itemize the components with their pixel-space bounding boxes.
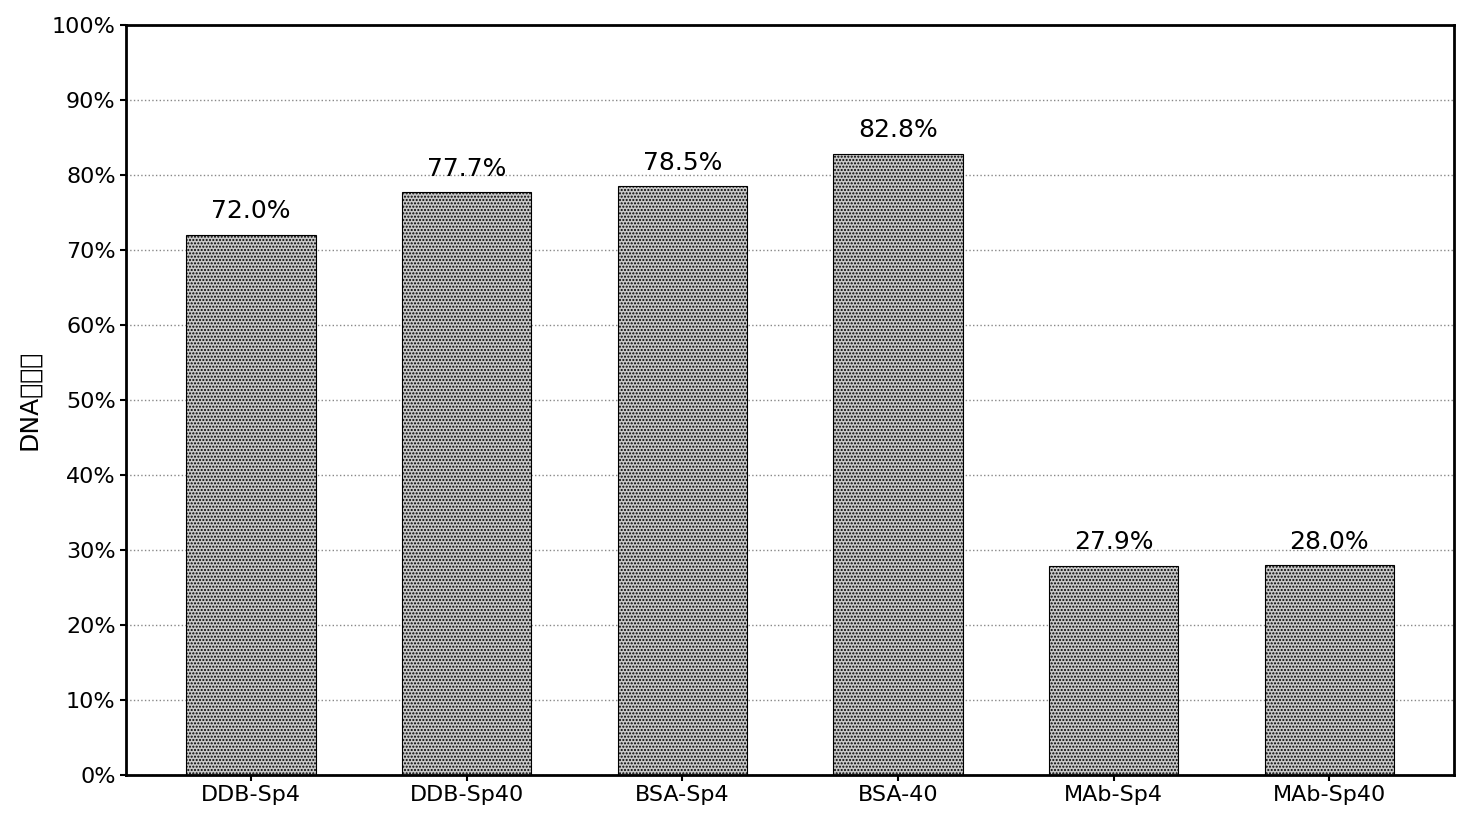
Bar — [618, 186, 747, 775]
Bar — [1049, 566, 1178, 775]
Text: 82.8%: 82.8% — [858, 118, 938, 142]
Text: 27.9%: 27.9% — [1074, 530, 1153, 554]
Bar — [834, 154, 962, 775]
Bar — [1265, 565, 1395, 775]
Bar — [402, 192, 531, 775]
Text: 77.7%: 77.7% — [427, 157, 506, 181]
Bar — [187, 235, 316, 775]
Text: 72.0%: 72.0% — [212, 200, 291, 224]
Text: 78.5%: 78.5% — [643, 150, 722, 175]
Text: 28.0%: 28.0% — [1290, 529, 1370, 553]
Y-axis label: DNA回收率: DNA回收率 — [16, 349, 41, 450]
